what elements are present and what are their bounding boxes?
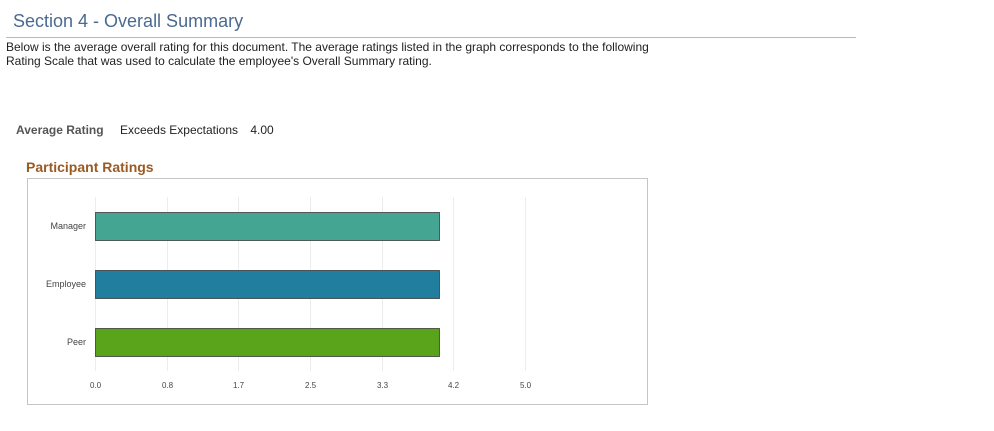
chart-heading: Participant Ratings	[26, 159, 154, 175]
x-tick-label: 5.0	[520, 381, 532, 390]
average-rating-text: Exceeds Expectations	[119, 123, 239, 137]
bar-peer	[95, 328, 440, 357]
category-label: Peer	[67, 337, 86, 347]
title-divider	[6, 37, 856, 38]
x-tick-label: 0.8	[162, 381, 174, 390]
x-tick-label: 2.5	[305, 381, 317, 390]
chart-category-labels: Manager Employee Peer	[46, 221, 86, 347]
section-description: Below is the average overall rating for …	[6, 40, 649, 68]
x-tick-label: 1.7	[233, 381, 245, 390]
x-tick-label: 4.2	[448, 381, 460, 390]
participant-ratings-chart: Manager Employee Peer 0.0 0.8 1.7 2.5 3.3 4.2 5.…	[27, 178, 648, 405]
average-rating-row: Average Rating Exceeds Expectations 4.00	[16, 123, 274, 137]
average-rating-value: 4.00	[250, 123, 274, 137]
x-tick-label: 3.3	[377, 381, 389, 390]
category-label: Employee	[46, 279, 86, 289]
chart-bars	[95, 212, 440, 357]
bar-employee	[95, 270, 440, 299]
category-label: Manager	[50, 221, 86, 231]
section-title: Section 4 - Overall Summary	[13, 11, 244, 31]
average-rating-label: Average Rating	[16, 123, 104, 137]
chart-tick-labels: 0.0 0.8 1.7 2.5 3.3 4.2 5.0	[90, 381, 532, 390]
x-tick-label: 0.0	[90, 381, 102, 390]
chart-svg: Manager Employee Peer 0.0 0.8 1.7 2.5 3.3 4.2 5.…	[46, 197, 532, 390]
bar-manager	[95, 212, 440, 241]
